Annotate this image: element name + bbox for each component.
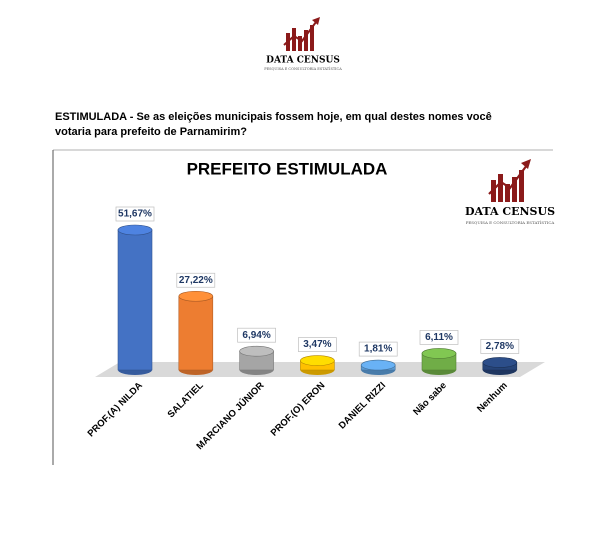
chart-title: PREFEITO ESTIMULADA (187, 159, 388, 178)
value-label-box (298, 337, 337, 352)
value-label-box (237, 327, 276, 343)
header-brand: DATA CENSUS (266, 56, 340, 66)
chart-brand: DATA CENSUS (465, 205, 555, 218)
value-label: 2,78% (486, 341, 514, 352)
value-label-box (419, 330, 459, 345)
chart-logo (488, 159, 531, 202)
bar (360, 359, 396, 375)
x-tick-label: MARCIANO JÚNIOR (194, 379, 267, 452)
bar (117, 224, 153, 375)
value-label-box (176, 272, 216, 288)
bar-body (178, 295, 214, 371)
value-label: 6,11% (425, 332, 453, 343)
header-logo (283, 17, 320, 51)
x-tick-label: PROF.(A) NILDA (86, 380, 145, 439)
value-label: 51,67% (118, 209, 152, 220)
value-label-box (115, 206, 155, 222)
x-tick-label: SALATIEL (166, 380, 206, 420)
bar-top (178, 290, 214, 302)
bar-top (239, 345, 274, 357)
question-line: votaria para prefeito de Parnamirim? (55, 126, 247, 138)
bar (178, 290, 214, 375)
x-tick-label: DANIEL RIZZI (337, 380, 388, 431)
bar-top (117, 224, 153, 236)
value-label-box (358, 341, 398, 357)
bar-top (300, 355, 335, 366)
chart-tagline: PESQUISA E CONSULTORIA ESTATÍSTICA (466, 220, 555, 225)
bar-top (421, 348, 457, 359)
bar-top (482, 357, 518, 368)
x-tick-label: PROF.(O) ERON (269, 380, 328, 439)
value-label: 1,81% (364, 344, 392, 355)
value-label: 3,47% (303, 339, 331, 350)
value-label-box (480, 339, 520, 354)
bar-body (117, 229, 153, 371)
x-tick-label: Nenhum (475, 380, 510, 415)
bar (239, 345, 274, 375)
header-tagline: PESQUISA E CONSULTORIA ESTATÍSTICA (264, 66, 342, 71)
bar (300, 355, 335, 375)
question-line: ESTIMULADA - Se as eleições municipais f… (55, 111, 492, 123)
x-tick-label: Não sabe (411, 380, 449, 418)
bar (482, 357, 518, 375)
bar-top (360, 359, 396, 371)
value-label: 27,22% (179, 275, 213, 286)
bar (421, 348, 457, 375)
value-label: 6,94% (242, 330, 270, 341)
